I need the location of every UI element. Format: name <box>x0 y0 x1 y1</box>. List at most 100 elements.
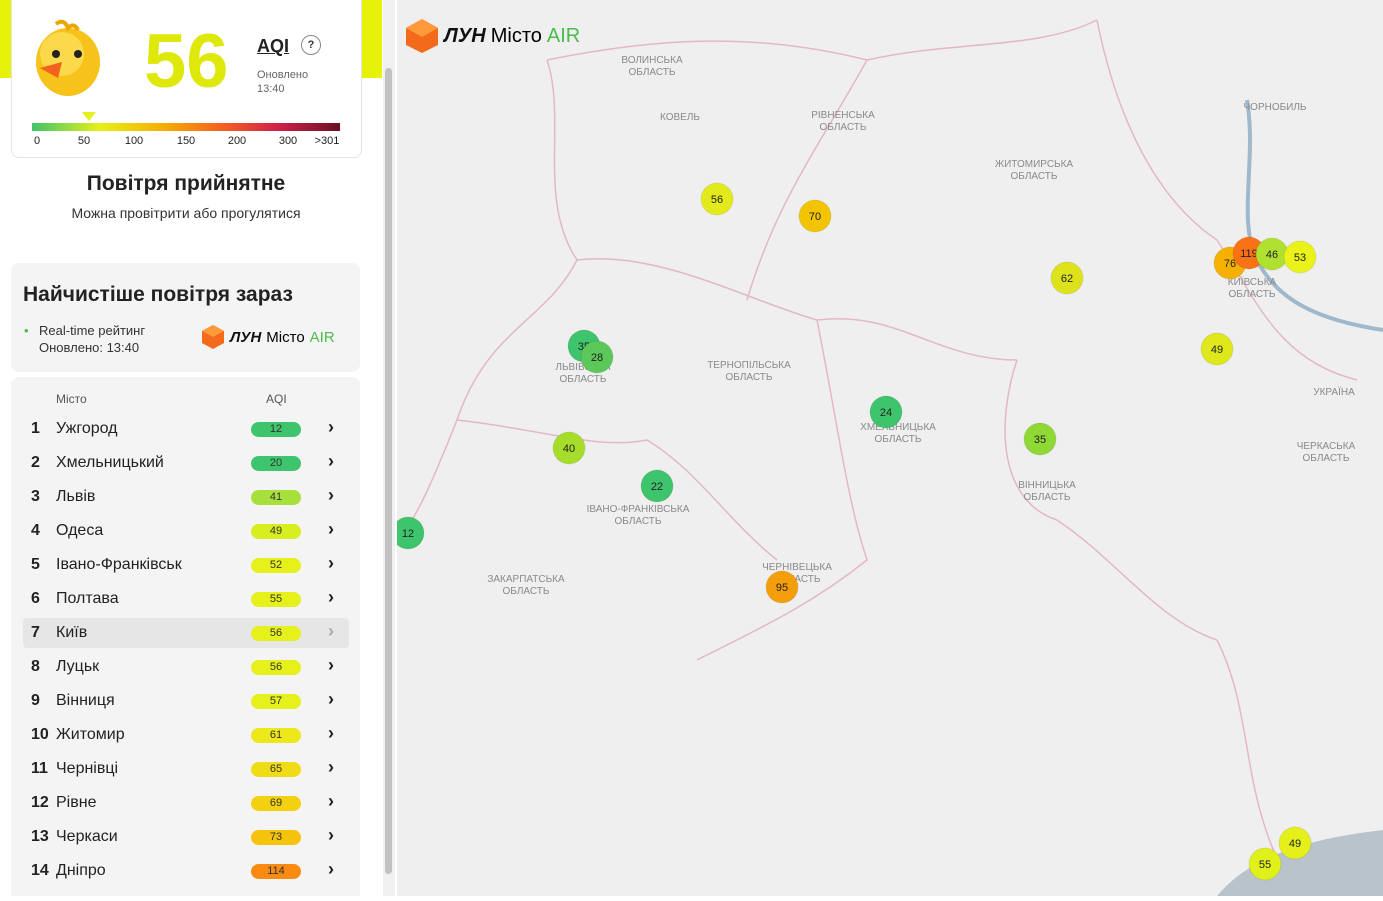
aqi-marker[interactable]: 49 <box>1200 332 1234 366</box>
marker-circle <box>580 340 614 374</box>
ranking-row[interactable]: 11 Чернівці 65 › <box>23 754 349 784</box>
aqi-link[interactable]: AQI <box>257 36 290 56</box>
marker-value: 46 <box>1266 249 1278 261</box>
help-button[interactable]: ? <box>301 35 321 55</box>
ranking-row[interactable]: 9 Вінниця 57 › <box>23 686 349 716</box>
region-label: ТЕРНОПІЛЬСЬКА ОБЛАСТЬ <box>707 360 791 383</box>
aqi-pill: 114 <box>251 864 301 879</box>
marker-circle <box>1278 826 1312 860</box>
marker-circle <box>640 469 674 503</box>
aqi-marker[interactable]: 46 <box>1255 237 1289 271</box>
city: Хмельницький <box>56 454 164 471</box>
chevron[interactable]: › <box>328 451 334 471</box>
logo-text: Місто <box>266 328 305 346</box>
scale-tick: 50 <box>77 135 91 147</box>
marker-value: 40 <box>563 443 575 455</box>
aqi-marker[interactable]: 95 <box>765 570 799 604</box>
marker-value: 70 <box>809 211 821 223</box>
aqi-pill: 20 <box>251 456 301 471</box>
ranking-table: Місто AQI 1 Ужгород 12 › 2 Хмельницький 20 › 3 Ль… <box>11 377 360 896</box>
scrollbar[interactable] <box>383 0 395 896</box>
city: Одеса <box>56 522 104 539</box>
aqi-marker[interactable]: 53 <box>1283 240 1317 274</box>
aqi-marker[interactable]: 119 <box>1232 236 1266 270</box>
aqi-marker[interactable]: 40 <box>552 431 586 465</box>
ranking-card: Найчистіше повітря зараз • Real-time рей… <box>11 263 360 372</box>
ranking-row[interactable]: 4 Одеса 49 › <box>23 516 349 546</box>
city: Ужгород <box>56 420 118 437</box>
region-label: КОВЕЛЬ <box>660 112 700 123</box>
ranking-row[interactable]: 13 Черкаси 73 › <box>23 822 349 852</box>
rank: 9 <box>31 692 40 709</box>
chevron[interactable]: › <box>328 655 334 675</box>
marker-value: 35 <box>1034 434 1046 446</box>
city: Житомир <box>56 726 125 743</box>
ranking-row[interactable]: 6 Полтава 55 › <box>23 584 349 614</box>
city: Вінниця <box>56 692 115 709</box>
ranking-row[interactable]: 2 Хмельницький 20 › <box>23 448 349 478</box>
city: Полтава <box>56 590 119 607</box>
region-label: ЧЕРНІВЕЦЬКА ОБЛАСТЬ <box>762 562 832 585</box>
city: Луцьк <box>56 658 100 675</box>
ranking-row[interactable]: 12 Рівне 69 › <box>23 788 349 818</box>
aqi-marker[interactable]: 22 <box>640 469 674 503</box>
scroll-thumb[interactable] <box>385 68 392 874</box>
aqi-marker[interactable]: 12 <box>391 516 425 550</box>
marker-value: 12 <box>402 528 414 540</box>
marker-circle <box>1200 332 1234 366</box>
region-label: УКРАЇНА <box>1313 386 1355 398</box>
chevron[interactable]: › <box>328 825 334 845</box>
rank: 14 <box>31 862 49 879</box>
chevron[interactable]: › <box>328 859 334 879</box>
marker-circle <box>765 570 799 604</box>
ranking-row[interactable]: 1 Ужгород 12 › <box>23 414 349 444</box>
chevron[interactable]: › <box>328 417 334 437</box>
ranking-row[interactable]: 3 Львів 41 › <box>23 482 349 512</box>
aqi-pill: 49 <box>251 524 301 539</box>
marker-value: 24 <box>880 407 892 419</box>
aqi-pill: 41 <box>251 490 301 505</box>
chevron[interactable]: › <box>328 485 334 505</box>
aqi-marker[interactable]: 24 <box>869 395 903 429</box>
mascot <box>36 19 100 96</box>
aqi-marker[interactable]: 62 <box>1050 261 1084 295</box>
pointer <box>82 112 96 121</box>
ranking-row[interactable]: 8 Луцьк 56 › <box>23 652 349 682</box>
ranking-row[interactable]: 5 Івано-Франківськ 52 › <box>23 550 349 580</box>
city: Рівне <box>56 794 97 811</box>
aqi-marker[interactable]: 70 <box>798 199 832 233</box>
chevron[interactable]: › <box>328 553 334 573</box>
aqi-marker[interactable]: 49 <box>1278 826 1312 860</box>
chevron[interactable]: › <box>328 519 334 539</box>
chevron[interactable]: › <box>328 621 334 641</box>
rank: 1 <box>31 420 40 437</box>
aqi-marker[interactable]: 55 <box>1248 847 1282 881</box>
chevron[interactable]: › <box>328 791 334 811</box>
map-canvas[interactable]: ВОЛИНСЬКА ОБЛАСТЬ РІВНЕНСЬКА ОБЛАСТЬ ЖИТОМИР… <box>391 0 1383 897</box>
marker-value: 119 <box>1240 248 1258 260</box>
aqi-marker[interactable]: 56 <box>700 182 734 216</box>
chevron[interactable]: › <box>328 757 334 777</box>
region-label: РІВНЕНСЬКА ОБЛАСТЬ <box>811 110 875 133</box>
ranking-row[interactable]: 7 Київ 56 › <box>23 618 349 648</box>
map[interactable]: ВОЛИНСЬКА ОБЛАСТЬ РІВНЕНСЬКА ОБЛАСТЬ ЖИТОМИР… <box>391 0 1383 897</box>
marker-value: 62 <box>1061 273 1073 285</box>
aqi-marker[interactable]: 28 <box>580 340 614 374</box>
chevron[interactable]: › <box>328 689 334 709</box>
city: Івано-Франківськ <box>56 556 182 573</box>
aqi-pill: 65 <box>251 762 301 777</box>
region-label: ЧОРНОБИЛЬ <box>1244 102 1307 113</box>
ranking-updated: Оновлено: 13:40 <box>39 340 140 355</box>
ranking-row[interactable]: 10 Житомир 61 › <box>23 720 349 750</box>
aqi-scale <box>32 123 340 131</box>
ranking-row[interactable]: 14 Дніпро 114 › <box>23 856 349 886</box>
scale-tick: 150 <box>176 135 196 147</box>
aqi-marker[interactable]: 35 <box>1023 422 1057 456</box>
map-logo-air: AIR <box>546 24 581 47</box>
aqi-pill: 57 <box>251 694 301 709</box>
chevron[interactable]: › <box>328 723 334 743</box>
realtime: Real-time рейтинг <box>39 323 146 338</box>
aqi-pill: 12 <box>251 422 301 437</box>
chevron[interactable]: › <box>328 587 334 607</box>
marker-value: 28 <box>591 352 603 364</box>
